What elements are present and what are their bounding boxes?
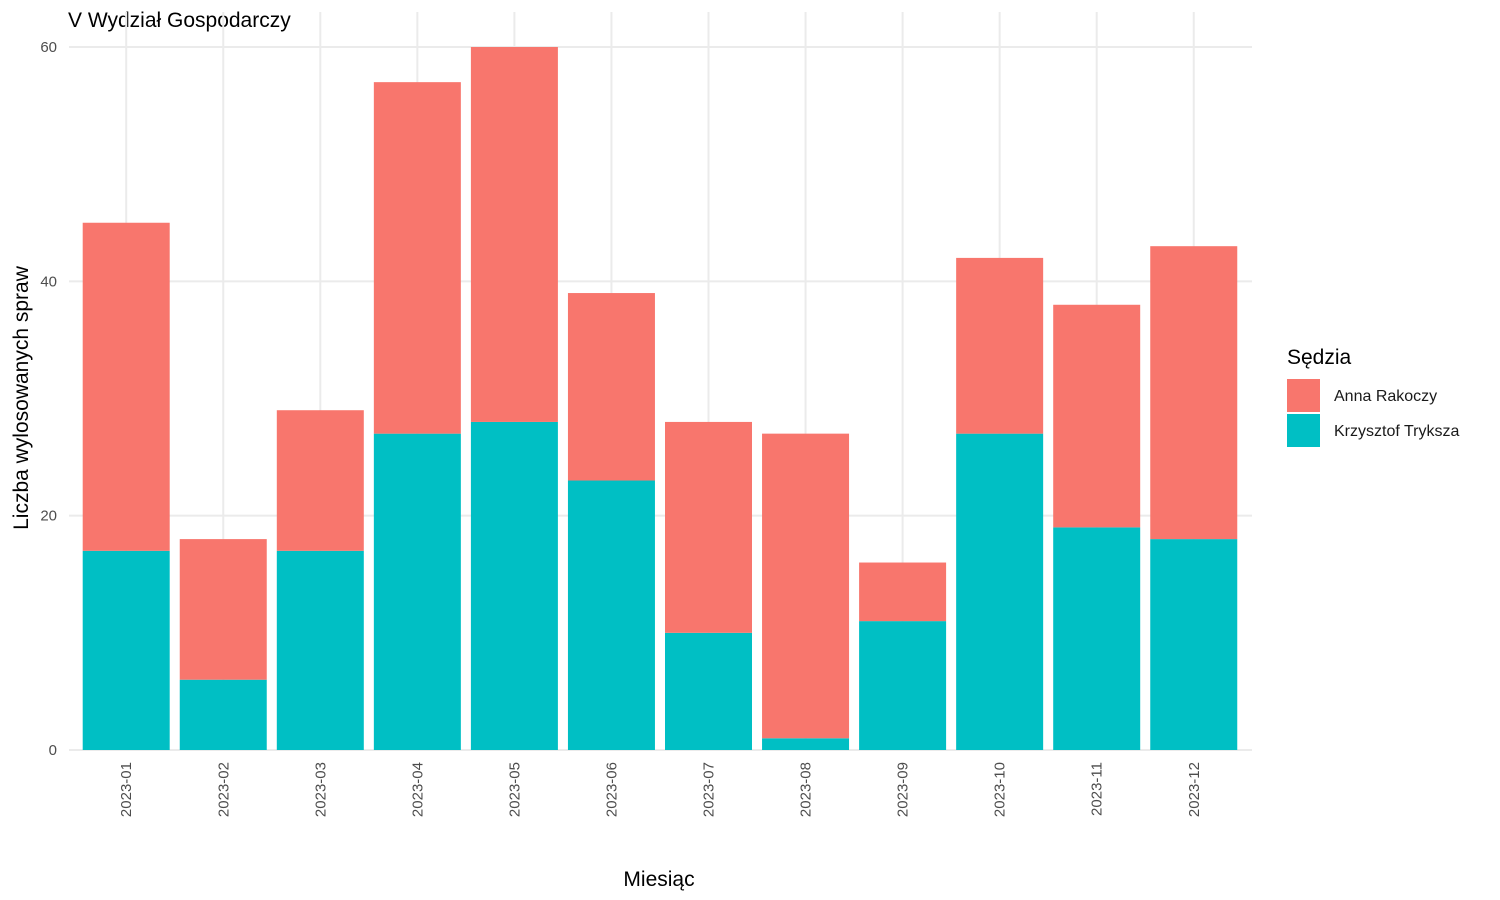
bars <box>82 47 1238 750</box>
x-tick-label: 2023-10 <box>992 762 1009 817</box>
legend-title: Sędzia <box>1287 346 1352 369</box>
y-axis-ticks: 0 20 40 60 <box>40 39 57 759</box>
legend-key <box>1287 414 1320 447</box>
bar-segment <box>859 621 947 750</box>
bar-segment <box>1053 304 1141 528</box>
x-tick-label: 2023-07 <box>701 762 718 817</box>
chart-title: V Wydział Gospodarczy <box>68 9 291 32</box>
bar-segment <box>373 82 461 434</box>
bar-segment <box>1053 527 1141 750</box>
bar-segment <box>470 47 558 422</box>
x-tick-label: 2023-03 <box>312 762 329 817</box>
bar-segment <box>276 550 364 750</box>
y-tick-label: 60 <box>40 39 57 56</box>
x-tick-label: 2023-01 <box>118 762 135 817</box>
x-axis-ticks: 2023-01 2023-02 2023-03 2023-04 2023-05 2023-… <box>118 762 1203 817</box>
bar-segment <box>567 480 655 750</box>
legend-key <box>1287 379 1320 412</box>
bar-segment <box>665 421 752 633</box>
y-tick-label: 20 <box>40 508 57 525</box>
legend-label: Krzysztof Tryksza <box>1334 423 1459 440</box>
bar-segment <box>1150 246 1238 540</box>
x-tick-label: 2023-02 <box>215 762 232 817</box>
bar-segment <box>762 738 850 750</box>
bar-segment <box>373 433 461 750</box>
x-tick-label: 2023-06 <box>603 762 620 817</box>
legend: Sędzia Anna Rakoczy Krzysztof Tryksza <box>1287 346 1459 447</box>
bar-segment <box>1150 539 1238 750</box>
bar-segment <box>82 222 170 551</box>
bar-segment <box>956 257 1044 434</box>
bar-segment <box>179 539 267 680</box>
x-tick-label: 2023-09 <box>895 762 912 817</box>
y-tick-label: 0 <box>49 742 57 759</box>
x-tick-label: 2023-08 <box>798 762 815 817</box>
bar-segment <box>956 433 1044 750</box>
bar-segment <box>859 562 947 622</box>
bar-segment <box>762 433 850 739</box>
bar-segment <box>567 293 655 481</box>
x-tick-label: 2023-11 <box>1089 762 1106 816</box>
x-axis-title: Miesiąc <box>623 868 694 891</box>
bar-segment <box>665 632 752 750</box>
y-tick-label: 40 <box>40 273 57 290</box>
legend-label: Anna Rakoczy <box>1334 388 1437 405</box>
x-tick-label: 2023-05 <box>506 762 523 817</box>
bar-segment <box>179 679 267 750</box>
x-tick-label: 2023-12 <box>1186 762 1203 817</box>
bar-segment <box>82 550 170 750</box>
bar-segment <box>276 410 364 551</box>
x-tick-label: 2023-04 <box>409 762 426 817</box>
y-axis-title: Liczba wylosowanych spraw <box>10 265 33 530</box>
bar-segment <box>470 421 558 750</box>
